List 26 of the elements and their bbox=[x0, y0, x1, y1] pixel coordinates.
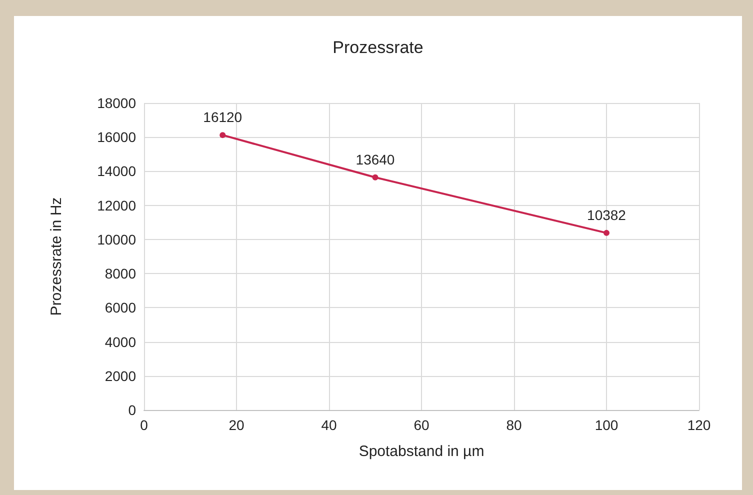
x-tick-label: 80 bbox=[506, 417, 522, 433]
x-tick-label: 100 bbox=[594, 417, 618, 433]
y-tick-label: 18000 bbox=[97, 95, 136, 111]
y-tick-label: 10000 bbox=[97, 231, 136, 248]
y-axis-title: Prozessrate in Hz bbox=[48, 197, 65, 316]
y-tick-label: 2000 bbox=[104, 368, 136, 384]
chart-title: Prozessrate bbox=[332, 38, 424, 57]
y-tick-label: 6000 bbox=[104, 300, 136, 316]
y-tick-label: 4000 bbox=[104, 334, 136, 350]
x-tick-label: 0 bbox=[140, 417, 148, 433]
x-tick-label: 40 bbox=[321, 417, 337, 433]
y-tick-label: 8000 bbox=[104, 266, 136, 282]
y-tick-label: 0 bbox=[128, 402, 136, 418]
data-label: 13640 bbox=[356, 151, 395, 168]
y-tick-label: 12000 bbox=[97, 197, 136, 214]
x-tick-label: 120 bbox=[687, 417, 711, 433]
x-tick-label: 60 bbox=[414, 417, 430, 433]
point bbox=[220, 132, 226, 138]
y-tick-label: 16000 bbox=[97, 129, 136, 146]
x-axis-title: Spotabstand in µm bbox=[358, 443, 484, 460]
data-label: 16120 bbox=[203, 109, 242, 126]
y-tick-label: 14000 bbox=[97, 163, 136, 180]
point bbox=[372, 174, 378, 180]
data-label: 10382 bbox=[587, 206, 626, 223]
point bbox=[604, 230, 610, 236]
x-tick-label: 20 bbox=[228, 417, 244, 433]
